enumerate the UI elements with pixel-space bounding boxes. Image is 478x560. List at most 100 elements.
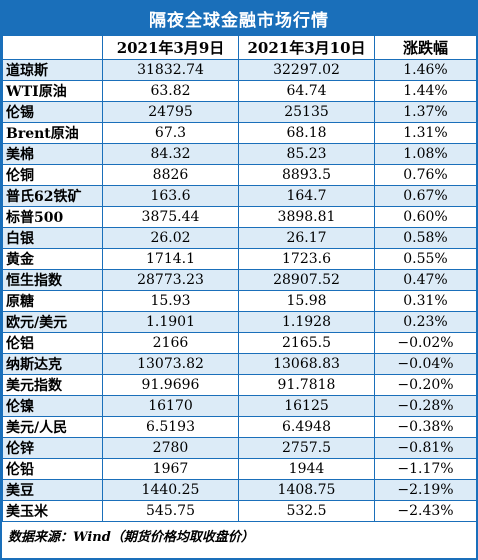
row-change: −2.19% [374, 479, 477, 501]
row-name: 白银 [2, 227, 103, 249]
row-value-date2: 2757.5 [238, 437, 375, 459]
row-value-date2: 2165.5 [238, 332, 375, 354]
table-row: Brent原油 67.3 68.18 1.31% [2, 122, 477, 144]
table-row: 白银 26.02 26.17 0.58% [2, 227, 477, 249]
row-change: −1.17% [374, 458, 477, 480]
row-name: 纳斯达克 [2, 353, 103, 375]
row-change: 1.37% [374, 101, 477, 123]
row-name: 伦镍 [2, 395, 103, 417]
row-name: 伦锌 [2, 437, 103, 459]
row-value-date1: 31832.74 [102, 59, 239, 81]
row-value-date2: 1723.6 [238, 248, 375, 270]
row-change: 0.60% [374, 206, 477, 228]
row-value-date1: 545.75 [102, 500, 239, 522]
row-change: −0.04% [374, 353, 477, 375]
row-change: −0.02% [374, 332, 477, 354]
row-value-date2: 164.7 [238, 185, 375, 207]
table-row: WTI原油 63.82 64.74 1.44% [2, 80, 477, 102]
table-row: 伦铝 2166 2165.5 −0.02% [2, 332, 477, 354]
row-value-date1: 91.9696 [102, 374, 239, 396]
row-name: 伦铝 [2, 332, 103, 354]
header-row: 2021年3月9日 2021年3月10日 涨跌幅 [2, 35, 477, 60]
table-row: 普氏62铁矿 163.6 164.7 0.67% [2, 185, 477, 207]
table-row: 伦铜 8826 8893.5 0.76% [2, 164, 477, 186]
table-row: 纳斯达克 13073.82 13068.83 −0.04% [2, 353, 477, 375]
row-value-date2: 85.23 [238, 143, 375, 165]
table-row: 恒生指数 28773.23 28907.52 0.47% [2, 269, 477, 291]
row-name: 标普500 [2, 206, 103, 228]
row-name: 原糖 [2, 290, 103, 312]
row-value-date2: 6.4948 [238, 416, 375, 438]
row-value-date1: 67.3 [102, 122, 239, 144]
row-name: 黄金 [2, 248, 103, 270]
row-value-date1: 13073.82 [102, 353, 239, 375]
row-value-date1: 6.5193 [102, 416, 239, 438]
row-change: 0.58% [374, 227, 477, 249]
row-value-date2: 3898.81 [238, 206, 375, 228]
row-value-date1: 8826 [102, 164, 239, 186]
table-row: 美玉米 545.75 532.5 −2.43% [2, 500, 477, 522]
row-value-date2: 26.17 [238, 227, 375, 249]
table-row: 伦锡 24795 25135 1.37% [2, 101, 477, 123]
row-value-date1: 2166 [102, 332, 239, 354]
row-name: 美棉 [2, 143, 103, 165]
source-note: 数据来源：Wind（期货价格均取收盘价） [8, 529, 254, 545]
row-value-date1: 163.6 [102, 185, 239, 207]
row-change: −2.43% [374, 500, 477, 522]
row-change: 0.55% [374, 248, 477, 270]
row-value-date1: 15.93 [102, 290, 239, 312]
row-value-date2: 68.18 [238, 122, 375, 144]
page-title: 隔夜全球金融市场行情 [2, 2, 476, 35]
row-name: 伦锡 [2, 101, 103, 123]
row-value-date1: 1714.1 [102, 248, 239, 270]
row-value-date2: 32297.02 [238, 59, 375, 81]
row-value-date1: 28773.23 [102, 269, 239, 291]
row-name: 恒生指数 [2, 269, 103, 291]
row-name: 道琼斯 [2, 59, 103, 81]
row-value-date2: 15.98 [238, 290, 375, 312]
row-name: Brent原油 [2, 122, 103, 144]
table-row: 美元/人民 6.5193 6.4948 −0.38% [2, 416, 477, 438]
table-row: 伦铅 1967 1944 −1.17% [2, 458, 477, 480]
row-value-date1: 1967 [102, 458, 239, 480]
row-change: −0.20% [374, 374, 477, 396]
row-name: WTI原油 [2, 80, 103, 102]
row-name: 美元/人民 [2, 416, 103, 438]
row-change: −0.38% [374, 416, 477, 438]
row-value-date2: 8893.5 [238, 164, 375, 186]
row-name: 美元指数 [2, 374, 103, 396]
row-value-date2: 91.7818 [238, 374, 375, 396]
header-date1: 2021年3月9日 [102, 35, 239, 60]
row-name: 美豆 [2, 479, 103, 501]
row-name: 伦铅 [2, 458, 103, 480]
row-value-date1: 26.02 [102, 227, 239, 249]
table-row: 原糖 15.93 15.98 0.31% [2, 290, 477, 312]
row-value-date2: 64.74 [238, 80, 375, 102]
row-value-date2: 25135 [238, 101, 375, 123]
table-row: 道琼斯 31832.74 32297.02 1.46% [2, 59, 477, 81]
row-change: 0.76% [374, 164, 477, 186]
row-name: 普氏62铁矿 [2, 185, 103, 207]
table-row: 欧元/美元 1.1901 1.1928 0.23% [2, 311, 477, 333]
header-change: 涨跌幅 [374, 35, 477, 60]
row-name: 美玉米 [2, 500, 103, 522]
row-value-date1: 63.82 [102, 80, 239, 102]
header-date2: 2021年3月10日 [238, 35, 375, 60]
row-value-date1: 3875.44 [102, 206, 239, 228]
row-change: −0.28% [374, 395, 477, 417]
row-name: 伦铜 [2, 164, 103, 186]
table-row: 伦镍 16170 16125 −0.28% [2, 395, 477, 417]
row-value-date1: 84.32 [102, 143, 239, 165]
header-name [2, 35, 103, 60]
row-value-date1: 1.1901 [102, 311, 239, 333]
row-value-date2: 13068.83 [238, 353, 375, 375]
row-value-date1: 2780 [102, 437, 239, 459]
quotes-table: 2021年3月9日 2021年3月10日 涨跌幅 道琼斯 31832.74 3229… [2, 35, 477, 522]
row-value-date2: 1.1928 [238, 311, 375, 333]
row-value-date2: 1408.75 [238, 479, 375, 501]
row-value-date2: 16125 [238, 395, 375, 417]
row-change: 0.31% [374, 290, 477, 312]
row-change: 1.08% [374, 143, 477, 165]
table-row: 美元指数 91.9696 91.7818 −0.20% [2, 374, 477, 396]
